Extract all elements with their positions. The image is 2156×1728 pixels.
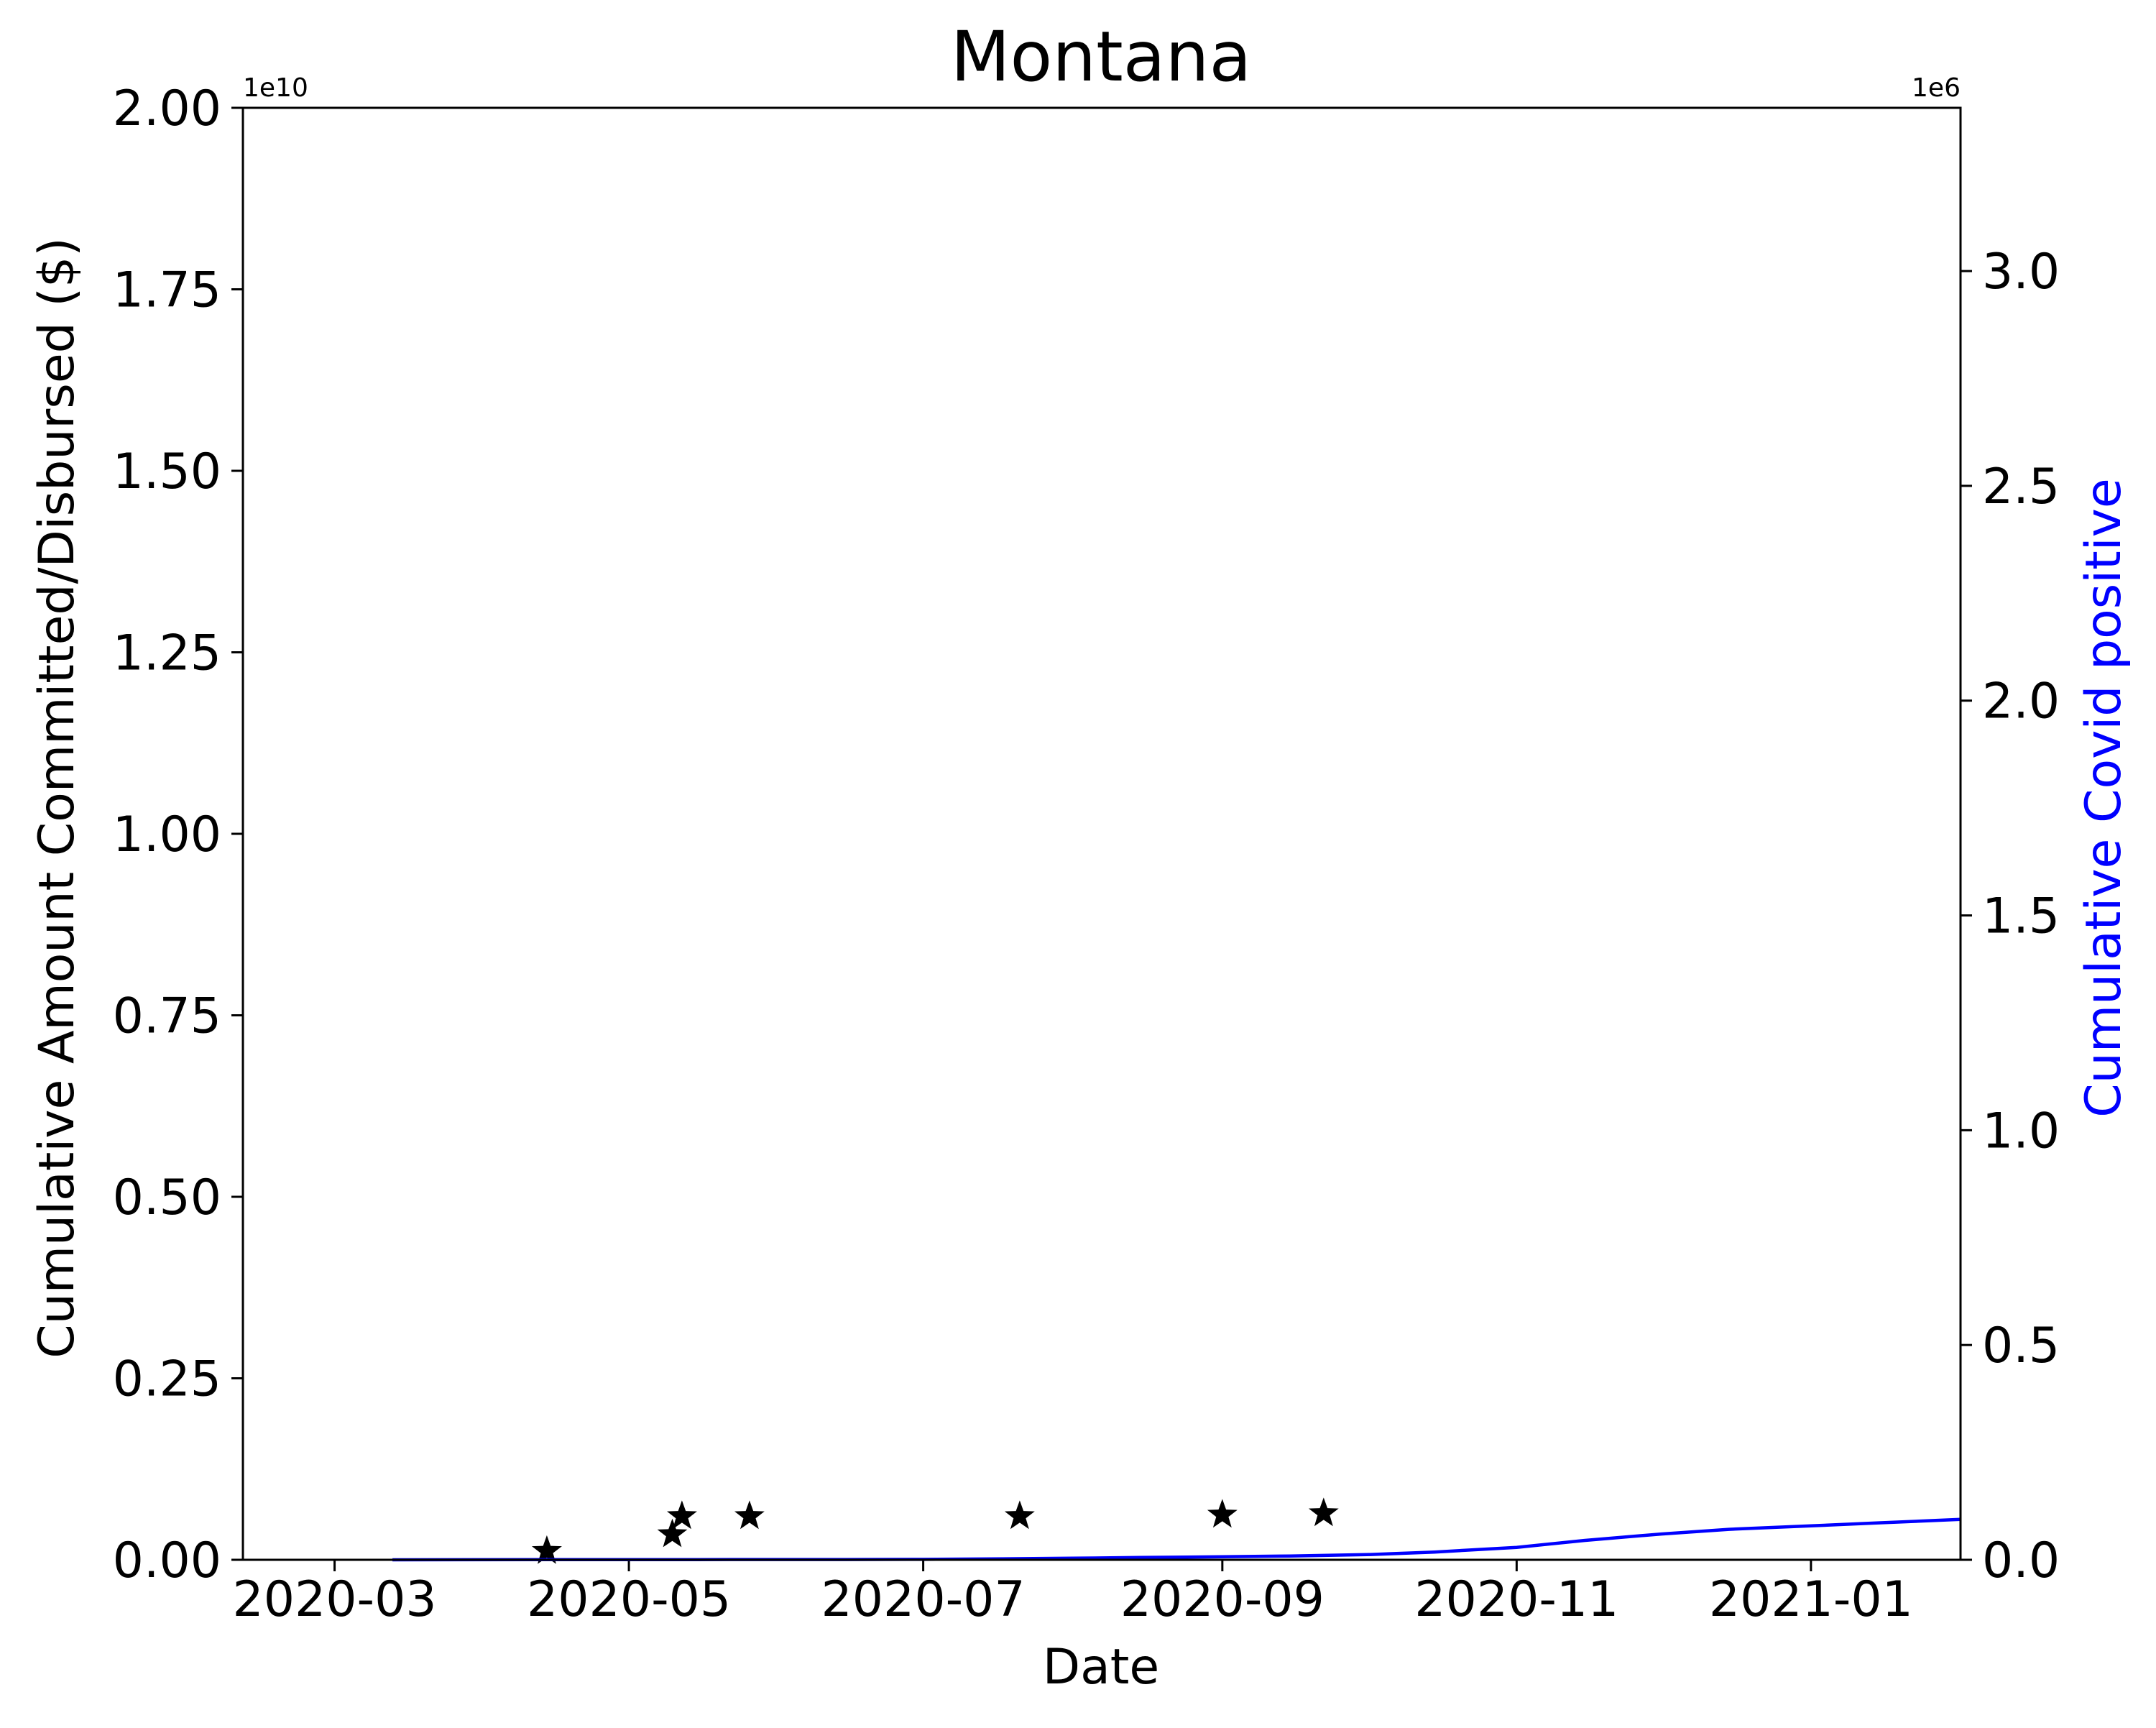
funding-star-marker	[1308, 1497, 1339, 1527]
y2-tick-label: 2.5	[1982, 459, 2060, 515]
y2-tick-label: 2.0	[1982, 674, 2060, 730]
y-axis-label: Cumulative Amount Committed/Disbursed ($…	[29, 237, 86, 1359]
funding-star-marker	[734, 1500, 765, 1530]
y-tick-label: 2.00	[113, 81, 221, 137]
y-offset-label: 1e10	[243, 73, 308, 103]
y2-axis-label: Cumulative Covid positive	[2076, 478, 2132, 1117]
funding-star-marker	[1207, 1499, 1238, 1528]
y-tick-label: 1.00	[113, 806, 221, 863]
x-tick-label: 2020-11	[1414, 1571, 1618, 1628]
plot-layer: 2020-03 2020-05 2020-07 2020-09 2020-11 2021-…	[113, 81, 2060, 1628]
y-tick-label: 1.25	[113, 625, 221, 682]
x-axis-label: Date	[1043, 1639, 1160, 1696]
funding-star-marker	[532, 1535, 562, 1564]
y2-tick-label: 3.0	[1982, 244, 2060, 300]
y2-tick-label: 1.0	[1982, 1103, 2060, 1159]
y-tick-label: 1.50	[113, 444, 221, 500]
y-tick-label: 0.00	[113, 1532, 221, 1589]
y2-offset-label: 1e6	[1912, 73, 1961, 103]
funding-star-marker	[667, 1500, 697, 1530]
x-tick-label: 2020-05	[527, 1571, 731, 1628]
chart-title: Montana	[951, 17, 1252, 97]
y2-tick-label: 0.5	[1982, 1318, 2060, 1374]
y-tick-label: 1.75	[113, 262, 221, 319]
y-tick-label: 0.25	[113, 1351, 221, 1408]
funding-star-marker	[1004, 1500, 1035, 1530]
funding-star-marker	[657, 1518, 688, 1548]
y2-tick-label: 0.0	[1982, 1532, 2060, 1589]
y-tick-label: 0.75	[113, 988, 221, 1045]
x-tick-label: 2020-09	[1120, 1571, 1325, 1628]
x-tick-label: 2020-03	[232, 1571, 436, 1628]
y-tick-label: 0.50	[113, 1169, 221, 1226]
plot-frame	[241, 106, 1962, 1561]
y2-tick-label: 1.5	[1982, 888, 2060, 945]
x-tick-label: 2020-07	[821, 1571, 1026, 1628]
x-tick-label: 2021-01	[1709, 1571, 1913, 1628]
